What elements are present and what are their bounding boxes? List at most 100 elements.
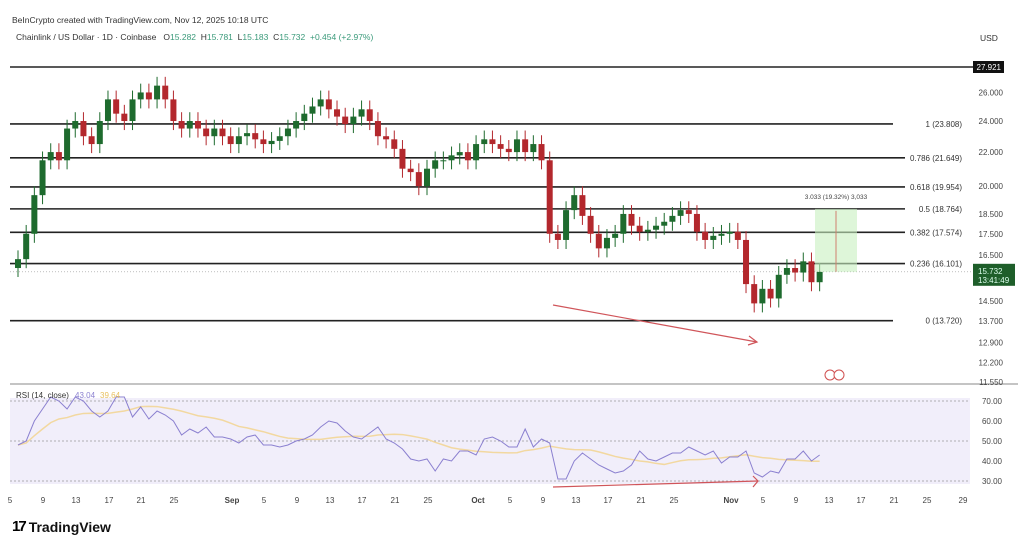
candle-body [47,152,54,161]
candle-body [55,152,62,161]
candle-body [219,128,226,137]
candle-body [620,213,627,234]
arrow-head-icon [747,335,759,346]
date-tick: 21 [890,496,899,505]
candle-body [751,284,758,304]
candle-body [783,268,790,275]
date-tick: 21 [391,496,400,505]
date-tick: Oct [471,496,485,505]
candle-body [154,85,161,100]
date-tick: 25 [424,496,433,505]
candle [211,119,218,146]
candle-body [276,136,283,141]
candle-body [39,160,46,196]
candle [64,119,71,170]
candle-body [334,109,341,117]
fib-label: 0.5 (18.764) [919,205,962,214]
event-flag-icon [833,369,845,381]
candle-body [244,133,251,137]
candle-body [309,106,316,114]
candle [653,216,660,239]
fib-label: 0.786 (21.649) [910,154,962,163]
candle-body [342,116,349,125]
candle-body [636,225,643,232]
candle [23,224,30,269]
fib-label: 0.382 (17.574) [910,228,962,237]
candle-body [718,233,725,236]
price-tick: 26.000 [979,88,1004,97]
candle [579,186,586,225]
candle-body [522,139,529,153]
candle-body [137,92,144,100]
candle [718,224,725,245]
fib-label: 0.618 (19.954) [910,183,962,192]
candle-body [293,121,300,129]
date-tick: 17 [857,496,866,505]
candle-body [595,233,602,249]
candle [759,279,766,313]
candle [317,90,324,116]
candle-body [456,152,463,156]
candle-body [186,121,193,129]
candle [170,90,177,131]
candle-body [407,168,414,173]
symbol-title[interactable]: Chainlink / US Dollar · 1D · Coinbase [16,32,157,42]
candle [546,151,553,243]
candle-body [653,225,660,230]
rsi-divergence-arrow [552,480,759,488]
candle [15,250,21,278]
candle-body [579,195,586,216]
rsi-tick: 50.00 [982,437,1003,446]
arrow-head-icon [752,475,759,488]
candle-body [685,210,692,214]
candle [464,143,471,170]
candle-body [162,85,169,100]
candle [603,229,610,258]
candle-body [268,140,275,145]
price-tick: 12.900 [979,339,1004,348]
measure-label: 3.033 (19.32%) 3,033 [805,194,868,201]
date-tick: Sep [225,496,240,505]
candle-body [677,210,684,216]
candle [473,135,480,170]
rsi-ma-value: 39.64 [100,391,121,400]
candle [55,143,62,170]
candle [448,146,455,170]
candle-body [489,139,496,145]
candle [276,127,283,150]
candle-body [497,144,504,149]
candle [358,100,365,126]
candle [284,119,291,146]
candle-body [473,144,480,161]
candle [628,205,635,235]
countdown: 13:41:49 [978,276,1010,285]
candle-body [816,271,823,283]
rsi-line [17,396,820,480]
price-tick: 24.000 [979,117,1004,126]
candle-body [366,109,373,122]
candle [424,159,430,196]
candle [440,151,447,170]
rsi-tick: 40.00 [982,457,1003,466]
candle-body [669,215,676,222]
candle [710,227,717,249]
candle [260,130,267,154]
candle-body [530,144,537,153]
candle-body [145,92,152,100]
candle [342,107,349,134]
candle [366,100,373,131]
candle [383,127,390,149]
fib-label: 1 (23.808) [926,120,963,129]
open-value: 15.282 [170,32,197,42]
candle [612,224,619,247]
rsi-tick: 70.00 [982,397,1003,406]
candle-body [121,113,128,122]
candle-body [325,99,332,110]
fib-label: 0.236 (16.101) [910,260,962,269]
candle [104,90,111,131]
low-value: 15.183 [242,32,269,42]
candle-body [702,231,709,240]
candle [620,205,627,243]
